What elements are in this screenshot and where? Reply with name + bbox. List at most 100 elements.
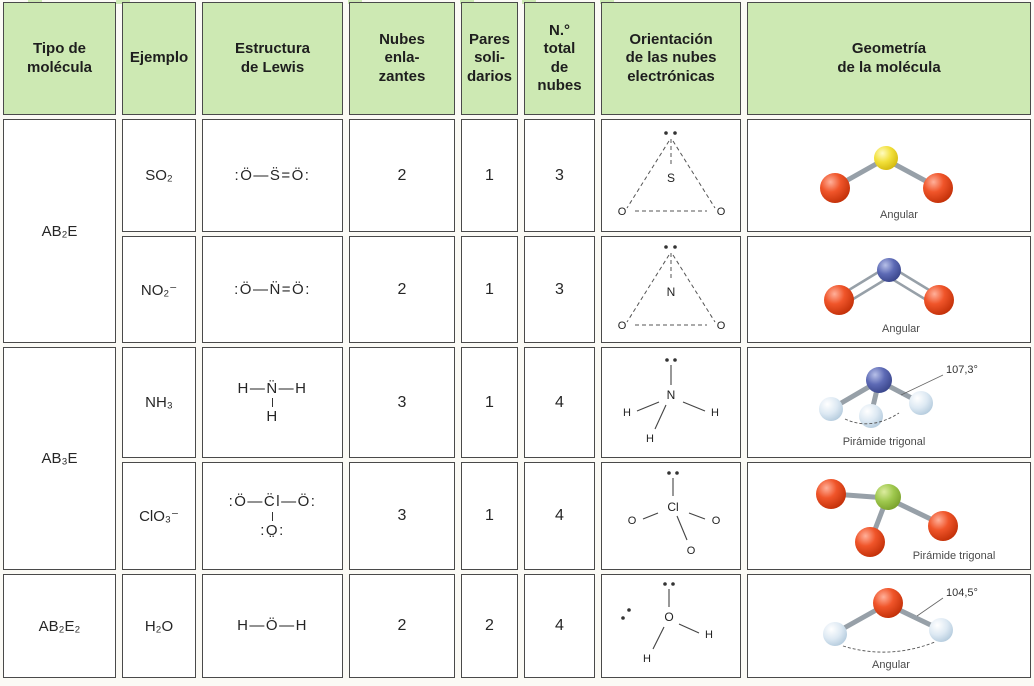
atom-sphere-red <box>923 172 953 203</box>
atom-sphere-red <box>824 284 854 315</box>
atom-sphere-pale <box>909 390 933 415</box>
cell-h2o-bonding-clouds: 2 <box>349 574 455 678</box>
value: 2 <box>397 617 407 634</box>
value: 3 <box>397 393 407 411</box>
angle-pointer <box>900 374 944 395</box>
cell-clo3-lone-pairs: 1 <box>461 462 518 570</box>
cell-no2-geometry: Angular <box>747 236 1031 343</box>
value: 4 <box>555 393 564 411</box>
header-nubes-enlazantes: Nubes enla- zantes <box>349 2 455 115</box>
atom-sphere-blue <box>877 257 901 282</box>
lewis-structure: :Ö—C̈l—Ö: :O̤: <box>229 493 317 539</box>
dashed-edge <box>672 254 716 322</box>
header-label: Pares soli- darios <box>466 31 512 85</box>
cell-clo3-lewis: :Ö—C̈l—Ö: :O̤: <box>202 462 343 570</box>
terminal-atom: O <box>618 206 627 218</box>
orientation-diagram-bent: O H H <box>621 582 713 665</box>
lewis-line: H—Ö—H <box>237 617 308 635</box>
value: 1 <box>485 393 494 411</box>
value: 2 <box>397 280 407 298</box>
atom-sphere-pale <box>819 396 843 421</box>
header-pares-solidarios: Pares soli- darios <box>461 2 518 115</box>
terminal-atom: O <box>687 545 696 557</box>
cell-h2o-total-clouds: 4 <box>524 574 595 678</box>
dashed-edge <box>672 140 716 208</box>
geometry-model-nh3: 107,3° Pirámide trigonal <box>819 364 978 448</box>
center-atom: N <box>667 388 676 402</box>
orientation-diagram-tetrahedral: N H H H <box>623 357 719 445</box>
atom-sphere-red <box>855 527 885 557</box>
lewis-structure: :Ö—S̈=Ö: <box>235 167 311 184</box>
geometry-label: Angular <box>882 323 920 335</box>
cell-no2-orientation: N O O <box>601 236 741 343</box>
lewis-structure: H—N̈—H H <box>238 380 308 426</box>
lewis-structure: H—Ö—H <box>237 617 308 634</box>
geometry-label: Angular <box>880 209 918 221</box>
bond-line <box>642 512 659 520</box>
angle-arc <box>844 412 900 424</box>
terminal-atom: O <box>717 320 726 332</box>
geometry-label: Pirámide trigonal <box>913 550 996 562</box>
cell-so2-example: SO₂ <box>122 119 196 232</box>
header-label: Orientación de las nubes electrónicas <box>625 31 717 85</box>
angle-value: 107,3° <box>946 364 978 376</box>
cell-nh3-lewis: H—N̈—H H <box>202 347 343 458</box>
formula: NO₂⁻ <box>140 281 178 299</box>
cell-so2-orientation: S O O <box>601 119 741 232</box>
vertical-bond <box>271 511 274 521</box>
dashed-edge <box>626 254 670 322</box>
bond-line <box>636 400 660 412</box>
header-label: Geometría de la molécula <box>837 40 941 76</box>
value: 1 <box>485 507 494 524</box>
header-tipo-de-molecula: Tipo de molécula <box>3 2 116 115</box>
terminal-atom: H <box>711 407 719 419</box>
cell-no2-lone-pairs: 1 <box>461 236 518 343</box>
atom-sphere-blue <box>866 366 892 393</box>
angle-value: 104,5° <box>946 587 978 599</box>
bond-line <box>652 626 665 650</box>
lewis-line: H—N̈—H <box>237 379 308 397</box>
terminal-atom: O <box>618 320 627 332</box>
cell-nh3-orientation: N H H H <box>601 347 741 458</box>
cell-h2o-lone-pairs: 2 <box>461 574 518 678</box>
orientation-diagram-trigonal: N O O <box>618 244 726 332</box>
cell-h2o-orientation: O H H <box>601 574 741 678</box>
atom-sphere-pale <box>859 403 883 428</box>
header-label: Ejemplo <box>129 49 189 67</box>
cell-so2-total-clouds: 3 <box>524 119 595 232</box>
cell-so2-lone-pairs: 1 <box>461 119 518 232</box>
terminal-atom: O <box>717 206 726 218</box>
lone-pair-dots <box>664 244 677 249</box>
value: 3 <box>397 507 407 524</box>
terminal-atom: O <box>628 515 637 527</box>
lone-pair-dots <box>621 582 675 620</box>
molecule-type-label: AB₂E₂ <box>38 617 81 635</box>
orientation-diagram-trigonal: S O O <box>618 130 726 218</box>
terminal-atom: H <box>623 407 631 419</box>
atom-sphere-red <box>816 479 846 509</box>
terminal-atom: H <box>705 629 713 641</box>
cell-h2o-lewis: H—Ö—H <box>202 574 343 678</box>
value: 3 <box>555 280 564 298</box>
bond-line <box>654 404 667 429</box>
angle-pointer <box>916 597 944 617</box>
group-ab3e: AB₃E <box>3 347 116 570</box>
group-ab2e: AB₂E <box>3 119 116 343</box>
geometry-model-no2: Angular <box>824 257 954 335</box>
lewis-line: :O̤: <box>260 521 285 539</box>
cell-so2-lewis: :Ö—S̈=Ö: <box>202 119 343 232</box>
atom-sphere-pale <box>823 622 847 646</box>
lone-pair-dots <box>667 471 679 475</box>
bond-line <box>676 515 688 541</box>
center-atom: S <box>667 171 675 185</box>
center-atom: O <box>664 610 673 624</box>
formula: SO₂ <box>145 167 173 184</box>
cell-no2-total-clouds: 3 <box>524 236 595 343</box>
value: 1 <box>485 166 494 184</box>
formula: H₂O <box>144 617 174 635</box>
terminal-atom: O <box>712 515 721 527</box>
geometry-label: Pirámide trigonal <box>843 436 926 448</box>
atom-sphere-red <box>820 172 850 203</box>
bond-line <box>678 623 700 634</box>
